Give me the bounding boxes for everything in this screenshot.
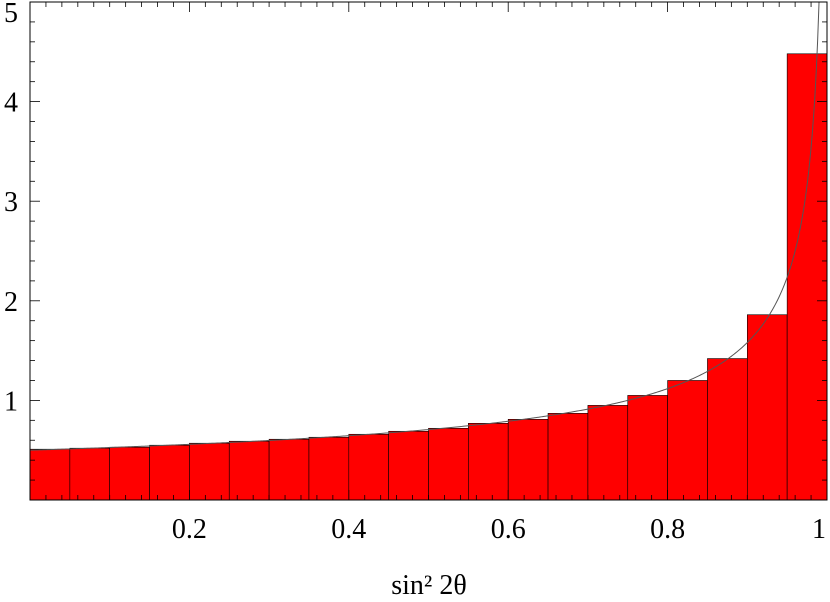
histogram-bar — [786, 53, 828, 501]
histogram-bar — [627, 395, 668, 501]
histogram-bar — [587, 405, 629, 501]
x-tick-label: 0.8 — [650, 514, 685, 545]
histogram-bar — [468, 423, 509, 501]
ticks-group — [30, 1, 828, 500]
histogram-bar — [428, 427, 469, 501]
histogram-bar — [268, 438, 310, 501]
histogram-bar — [29, 448, 71, 501]
histogram-bar — [667, 380, 708, 501]
histogram-bar — [189, 442, 230, 501]
histogram-bar — [547, 413, 589, 501]
histogram-bar — [507, 419, 549, 501]
y-tick-label: 1 — [4, 386, 18, 417]
histogram-bar — [69, 447, 110, 501]
histogram-bar — [109, 446, 150, 501]
x-tick-label: 0.2 — [172, 514, 207, 545]
histogram-bar — [149, 444, 190, 501]
density-curve — [29, 1, 820, 451]
tick-labels-group: 0.2 0.4 0.6 0.8 1 1 2 3 4 5 — [4, 0, 826, 545]
histogram-bar — [348, 433, 389, 501]
bars-group — [29, 53, 828, 501]
y-tick-label: 3 — [4, 187, 18, 218]
histogram-bar — [746, 314, 788, 501]
x-tick-label: 1 — [812, 514, 826, 545]
y-tick-label: 5 — [4, 0, 18, 29]
histogram-bar — [707, 358, 748, 501]
y-tick-label: 4 — [4, 88, 18, 119]
x-tick-label: 0.6 — [491, 514, 526, 545]
x-axis-title: sin² 2θ — [391, 570, 466, 601]
x-tick-label: 0.4 — [331, 514, 366, 545]
y-tick-label: 2 — [4, 287, 18, 318]
histogram-bar — [228, 440, 270, 501]
histogram-bar — [388, 430, 429, 501]
histogram-bar — [308, 436, 350, 501]
